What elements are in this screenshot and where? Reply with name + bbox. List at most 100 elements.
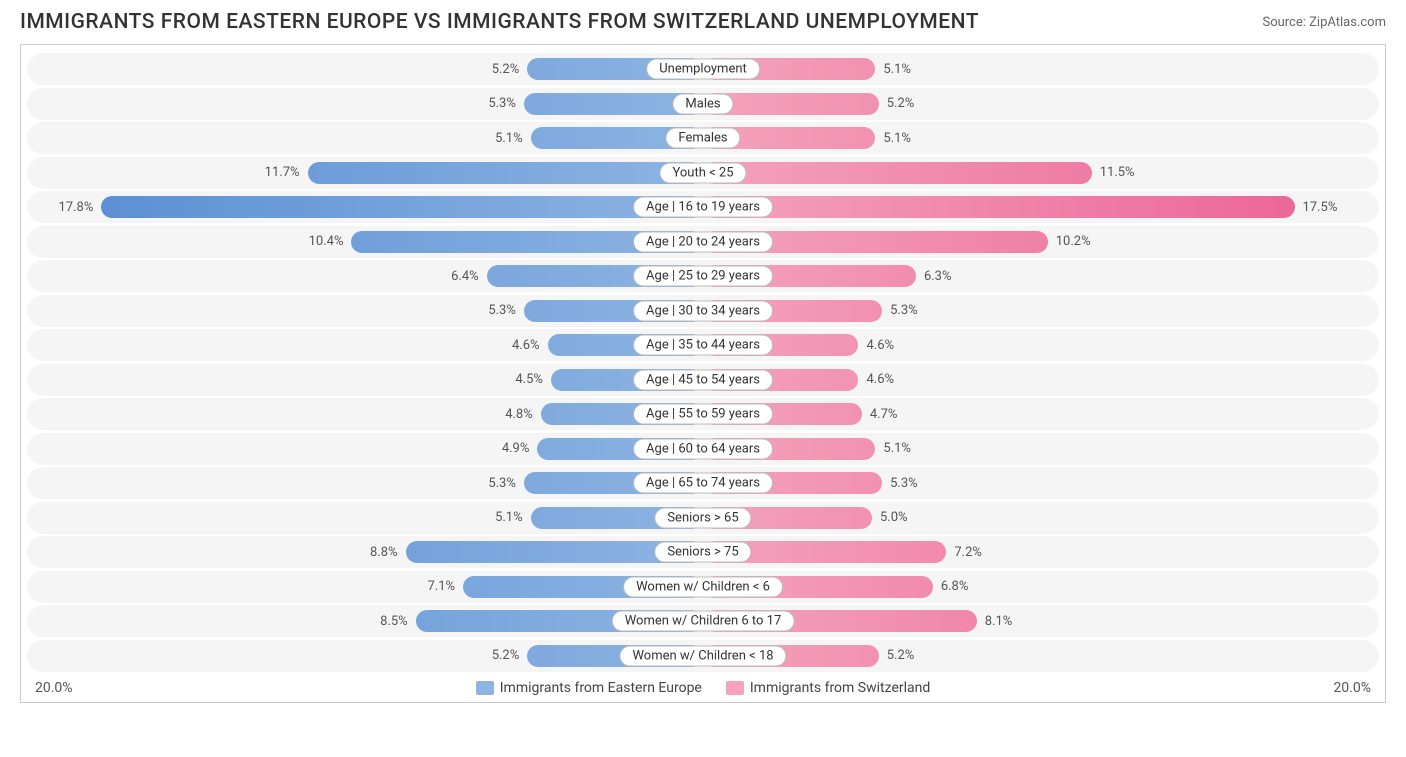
chart-row: 5.1%5.1%Females xyxy=(27,122,1379,154)
value-label-left: 4.6% xyxy=(504,338,548,353)
chart-row: 4.9% 5.1% Age | 60 to 64 years xyxy=(27,433,1379,465)
chart-row: 17.8% 17.5% Age | 16 to 19 years xyxy=(27,191,1379,223)
row-left-half: 5.1% xyxy=(27,122,703,154)
row-right-half: 5.1% xyxy=(703,433,1379,465)
value-label-left: 5.3% xyxy=(480,96,524,111)
value-label-right: 5.1% xyxy=(875,62,919,77)
category-pill: Seniors > 65 xyxy=(654,507,751,528)
chart-row: 11.7% 11.5% Youth < 25 xyxy=(27,157,1379,189)
chart-rows: 5.2%5.1%Unemployment5.3%5.2%Males5.1%5.1… xyxy=(27,53,1379,672)
chart-row: 8.5%8.1%Women w/ Children 6 to 17 xyxy=(27,605,1379,637)
value-label-right: 11.5% xyxy=(1092,165,1143,180)
value-label-left: 5.1% xyxy=(487,510,531,525)
row-left-half: 4.5% xyxy=(27,364,703,396)
row-left-half: 5.3% xyxy=(27,467,703,499)
row-right-half: 4.6% xyxy=(703,329,1379,361)
row-right-half: 5.0% xyxy=(703,502,1379,534)
chart-row: 5.2%5.2%Women w/ Children < 18 xyxy=(27,640,1379,672)
chart-title: IMMIGRANTS FROM EASTERN EUROPE VS IMMIGR… xyxy=(20,10,979,34)
value-label-right: 5.0% xyxy=(872,510,916,525)
chart-row: 5.1% 5.0% Seniors > 65 xyxy=(27,502,1379,534)
row-right-half: 7.2% xyxy=(703,536,1379,568)
category-pill: Age | 16 to 19 years xyxy=(633,197,773,218)
row-left-half: 8.8% xyxy=(27,536,703,568)
value-label-right: 4.6% xyxy=(858,338,902,353)
value-label-left: 5.3% xyxy=(480,476,524,491)
chart-row: 4.6% 4.6% Age | 35 to 44 years xyxy=(27,329,1379,361)
value-label-right: 5.1% xyxy=(875,441,919,456)
row-left-half: 4.9% xyxy=(27,433,703,465)
chart-header: IMMIGRANTS FROM EASTERN EUROPE VS IMMIGR… xyxy=(0,0,1406,40)
row-right-half: 4.6% xyxy=(703,364,1379,396)
category-pill: Women w/ Children < 18 xyxy=(619,645,786,666)
row-left-half: 4.6% xyxy=(27,329,703,361)
source-name: ZipAtlas.com xyxy=(1309,15,1386,30)
chart-container: 5.2%5.1%Unemployment5.3%5.2%Males5.1%5.1… xyxy=(20,44,1386,703)
row-left-half: 17.8% xyxy=(27,191,703,223)
value-label-left: 5.2% xyxy=(484,62,528,77)
value-label-right: 17.5% xyxy=(1295,200,1346,215)
category-pill: Age | 45 to 54 years xyxy=(633,369,773,390)
row-left-half: 7.1% xyxy=(27,571,703,603)
category-pill: Age | 30 to 34 years xyxy=(633,300,773,321)
row-right-half: 11.5% xyxy=(703,157,1379,189)
axis-max-left: 20.0% xyxy=(35,680,73,696)
value-label-right: 4.7% xyxy=(862,407,906,422)
value-label-right: 5.3% xyxy=(882,476,926,491)
row-right-half: 5.2% xyxy=(703,88,1379,120)
value-label-left: 11.7% xyxy=(257,165,308,180)
value-label-right: 8.1% xyxy=(977,614,1021,629)
row-left-half: 5.3% xyxy=(27,88,703,120)
category-pill: Age | 55 to 59 years xyxy=(633,404,773,425)
value-label-right: 5.3% xyxy=(882,303,926,318)
category-pill: Youth < 25 xyxy=(659,162,746,183)
axis-legend-row: 20.0% Immigrants from Eastern Europe Imm… xyxy=(27,674,1379,698)
value-label-left: 4.5% xyxy=(507,372,551,387)
value-label-left: 7.1% xyxy=(419,579,463,594)
legend-item-right: Immigrants from Switzerland xyxy=(726,680,930,696)
category-pill: Age | 65 to 74 years xyxy=(633,473,773,494)
row-left-half: 5.3% xyxy=(27,295,703,327)
row-right-half: 10.2% xyxy=(703,226,1379,258)
row-right-half: 6.3% xyxy=(703,260,1379,292)
value-label-left: 4.9% xyxy=(494,441,538,456)
value-label-left: 5.2% xyxy=(484,648,528,663)
value-label-left: 6.4% xyxy=(443,269,487,284)
bar-left xyxy=(308,162,703,184)
row-right-half: 8.1% xyxy=(703,605,1379,637)
value-label-right: 10.2% xyxy=(1048,234,1099,249)
chart-row: 5.3%5.3%Age | 30 to 34 years xyxy=(27,295,1379,327)
legend-swatch-icon xyxy=(726,681,744,695)
legend-item-left: Immigrants from Eastern Europe xyxy=(476,680,702,696)
legend-label: Immigrants from Eastern Europe xyxy=(500,680,702,696)
category-pill: Age | 35 to 44 years xyxy=(633,335,773,356)
value-label-left: 4.8% xyxy=(497,407,541,422)
row-right-half: 5.1% xyxy=(703,122,1379,154)
row-right-half: 17.5% xyxy=(703,191,1379,223)
chart-row: 4.5% 4.6% Age | 45 to 54 years xyxy=(27,364,1379,396)
legend-label: Immigrants from Switzerland xyxy=(750,680,930,696)
category-pill: Age | 25 to 29 years xyxy=(633,266,773,287)
chart-row: 6.4% 6.3%Age | 25 to 29 years xyxy=(27,260,1379,292)
value-label-left: 17.8% xyxy=(51,200,102,215)
row-right-half: 5.1% xyxy=(703,53,1379,85)
value-label-right: 4.6% xyxy=(858,372,902,387)
value-label-right: 6.8% xyxy=(933,579,977,594)
row-left-half: 4.8% xyxy=(27,398,703,430)
category-pill: Age | 60 to 64 years xyxy=(633,438,773,459)
value-label-left: 8.5% xyxy=(372,614,416,629)
row-left-half: 5.2% xyxy=(27,640,703,672)
value-label-left: 10.4% xyxy=(301,234,352,249)
row-right-half: 5.3% xyxy=(703,295,1379,327)
chart-row: 8.8%7.2%Seniors > 75 xyxy=(27,536,1379,568)
chart-row: 5.2%5.1%Unemployment xyxy=(27,53,1379,85)
row-right-half: 5.2% xyxy=(703,640,1379,672)
value-label-right: 5.2% xyxy=(879,96,923,111)
category-pill: Seniors > 75 xyxy=(654,542,751,563)
chart-row: 7.1%6.8%Women w/ Children < 6 xyxy=(27,571,1379,603)
row-right-half: 4.7% xyxy=(703,398,1379,430)
value-label-left: 5.1% xyxy=(487,131,531,146)
row-left-half: 5.1% xyxy=(27,502,703,534)
source-prefix: Source: xyxy=(1262,15,1309,30)
chart-legend: Immigrants from Eastern Europe Immigrant… xyxy=(476,680,931,696)
